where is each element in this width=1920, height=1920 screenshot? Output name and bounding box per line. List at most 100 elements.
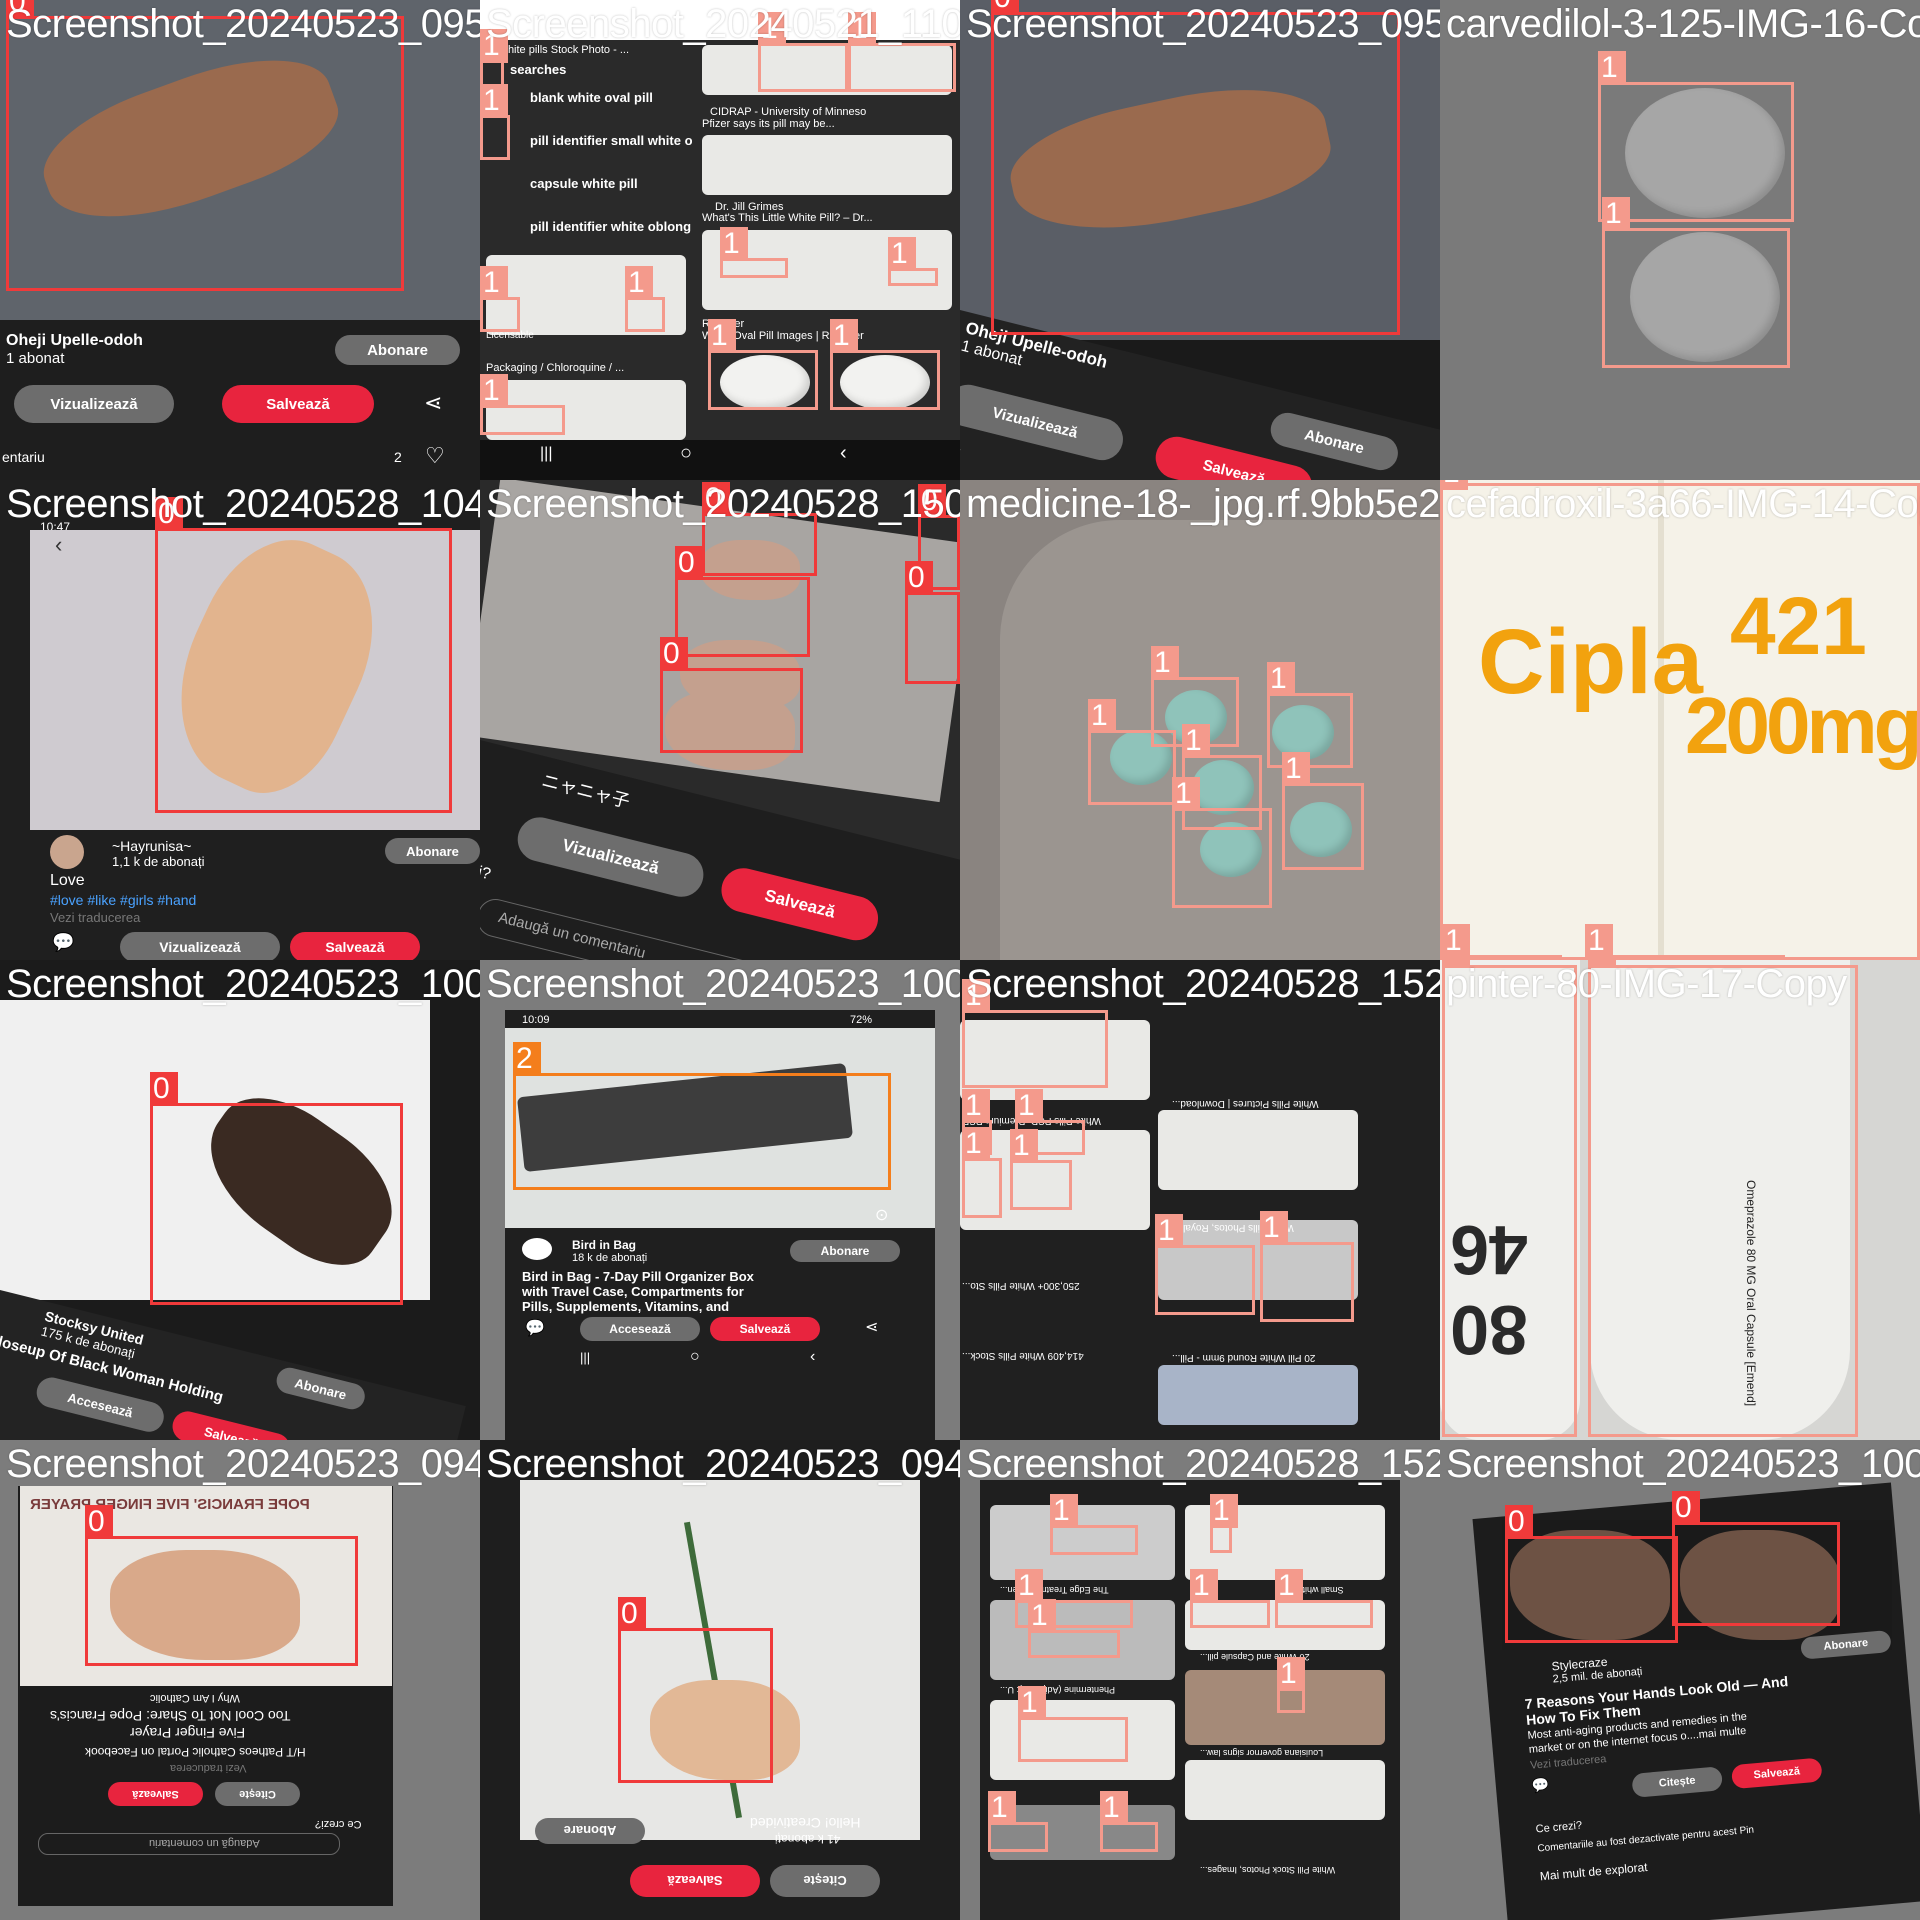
box-label: 1: [1210, 1494, 1238, 1528]
detection-box-pill: 1: [962, 1127, 1002, 1218]
share-icon[interactable]: ⋖: [424, 390, 443, 415]
author-name: ニャニャ子: [539, 770, 632, 812]
box-label: 1: [1588, 960, 1616, 968]
read-button[interactable]: Citește: [1631, 1766, 1724, 1798]
licensable-badge: Licensable: [486, 330, 534, 341]
caption: What's This Little White Pill? – Dr...: [702, 212, 873, 224]
question-text: crezi?: [480, 856, 493, 884]
view-button[interactable]: Vizualizează: [120, 932, 280, 960]
detection-box-hand: 0: [675, 546, 810, 657]
searches-heading: searches: [510, 62, 567, 77]
detection-box-pill: 1: [1100, 1791, 1158, 1852]
tile-title: pinter-80-IMG-17-Copy: [1446, 962, 1847, 1006]
box-label: 1: [1028, 1599, 1056, 1633]
detection-box-pill: 1: [480, 266, 520, 332]
back-icon[interactable]: ‹: [840, 442, 847, 464]
box-label: 0: [991, 0, 1019, 15]
search-suggestion[interactable]: pill identifier white oblong pi...: [530, 219, 718, 234]
view-button[interactable]: Vizualizează: [14, 385, 174, 423]
status-time: 10:09: [522, 1014, 550, 1026]
comment-input[interactable]: Adaugă un comentariu: [38, 1833, 340, 1855]
follow-button[interactable]: Abonare: [790, 1240, 900, 1262]
home-icon[interactable]: ○: [690, 1348, 700, 1365]
detection-box-pill: 1: [830, 319, 940, 410]
translate-link[interactable]: Vezi traducerea: [1529, 1753, 1607, 1772]
battery-level: 72%: [850, 1014, 873, 1026]
search-suggestion[interactable]: pill identifier small white ov...: [530, 133, 710, 148]
hand-shape: [1680, 1530, 1840, 1640]
box-label: 1: [720, 227, 748, 261]
save-button[interactable]: Salvează: [108, 1782, 203, 1806]
heart-icon[interactable]: ♡: [425, 443, 445, 468]
detection-box-pill: 1: [888, 237, 938, 286]
detection-box-hand: 0: [155, 497, 452, 813]
save-button[interactable]: Salvează: [710, 1317, 820, 1341]
home-icon[interactable]: ○: [680, 442, 693, 464]
follow-button[interactable]: Abonare: [385, 838, 480, 864]
save-button[interactable]: Salvează: [1730, 1757, 1823, 1790]
box-label: 0: [150, 1072, 178, 1106]
box-label: 1: [1275, 1569, 1303, 1603]
capsule-dose-print: 200mg: [1685, 681, 1920, 770]
source: Why I Am Catholic: [150, 1692, 240, 1704]
author-name: Hello! Creativided: [750, 1815, 861, 1831]
box-label: 1: [1151, 646, 1179, 680]
detection-box-pill: 1: [1442, 924, 1562, 960]
caption: White Pill Stock Photos, Images...: [1200, 1865, 1336, 1875]
save-button[interactable]: Salvează: [222, 385, 374, 423]
view-button[interactable]: Vizualizează: [513, 812, 709, 902]
recent-apps-icon[interactable]: |||: [580, 1350, 591, 1365]
comment-icon[interactable]: 💬: [1531, 1776, 1551, 1794]
comment-icon[interactable]: 💬: [52, 932, 75, 952]
avatar[interactable]: [50, 835, 84, 869]
translate-link[interactable]: Vezi traducerea: [170, 1762, 247, 1774]
box-label: 0: [155, 497, 183, 531]
detection-box-pill: 1: [848, 12, 956, 92]
translate-link[interactable]: Vezi traducerea: [50, 910, 141, 925]
search-suggestion[interactable]: blank white oval pill: [530, 90, 653, 105]
follow-button[interactable]: Abonare: [535, 1818, 645, 1844]
box-label: 1: [708, 319, 736, 353]
recent-apps-icon[interactable]: |||: [540, 445, 553, 462]
box-label: 1: [480, 84, 508, 118]
comment-icon[interactable]: 💬: [525, 1320, 545, 1337]
tile-title: Screenshot_20240528_152205_Chrome.jpg: [966, 962, 1440, 1006]
hand-shape: [650, 1680, 800, 1780]
save-button[interactable]: Salvează: [290, 932, 420, 960]
box-label: 0: [85, 1505, 113, 1539]
tile-title: Screenshot_20240528_150533_Pinterest.jpg: [486, 482, 960, 526]
save-button[interactable]: Salvează: [716, 863, 883, 945]
box-label: 0: [660, 637, 688, 671]
box-label: 0: [1505, 1505, 1533, 1539]
tile-title: carvedilol-3-125-IMG-16-Copy: [1446, 2, 1920, 46]
tile-title: medicine-18-_jpg.rf.9bb5e2e: [966, 482, 1440, 526]
read-button[interactable]: Citește: [215, 1782, 300, 1806]
save-button[interactable]: Salvează: [169, 1408, 294, 1440]
back-icon[interactable]: ‹: [55, 532, 63, 557]
view-button[interactable]: Vizualizează: [960, 380, 1128, 465]
author-name: ~Hayrunisa~: [112, 838, 192, 854]
box-label: 1: [1182, 724, 1210, 758]
detection-box-pill: 1: [1155, 1214, 1255, 1315]
save-button[interactable]: Salvează: [630, 1865, 760, 1897]
lens-icon[interactable]: ⊙: [875, 1207, 889, 1224]
caption: 250,300+ White Pills Sto...: [962, 1280, 1080, 1291]
tile-title: Screenshot_20240521_110630_Pinterest.jpg: [486, 2, 960, 46]
back-icon[interactable]: ‹: [810, 1348, 816, 1365]
description: with Travel Case, Compartments for: [522, 1284, 744, 1299]
follow-button[interactable]: Abonare: [1800, 1629, 1892, 1660]
access-button[interactable]: Accesează: [580, 1317, 700, 1341]
tile-11: White Pills Pictures | Download... White…: [960, 960, 1440, 1440]
share-icon[interactable]: ⋖: [865, 1319, 879, 1336]
detection-box-pill: 1: [1190, 1569, 1270, 1628]
question-text: Ce crezi?: [315, 1818, 362, 1830]
follow-button[interactable]: Abonare: [335, 335, 460, 365]
search-suggestion[interactable]: capsule white pill: [530, 176, 638, 191]
capsule: [1590, 960, 1850, 1440]
hashtags[interactable]: #love #like #girls #hand: [50, 892, 197, 908]
read-button[interactable]: Citește: [770, 1865, 880, 1897]
box-label: 0: [702, 482, 730, 516]
avatar[interactable]: [522, 1238, 552, 1260]
detection-box-pill: 1: [1028, 1599, 1120, 1658]
detection-box-hand: 0: [991, 0, 1400, 335]
